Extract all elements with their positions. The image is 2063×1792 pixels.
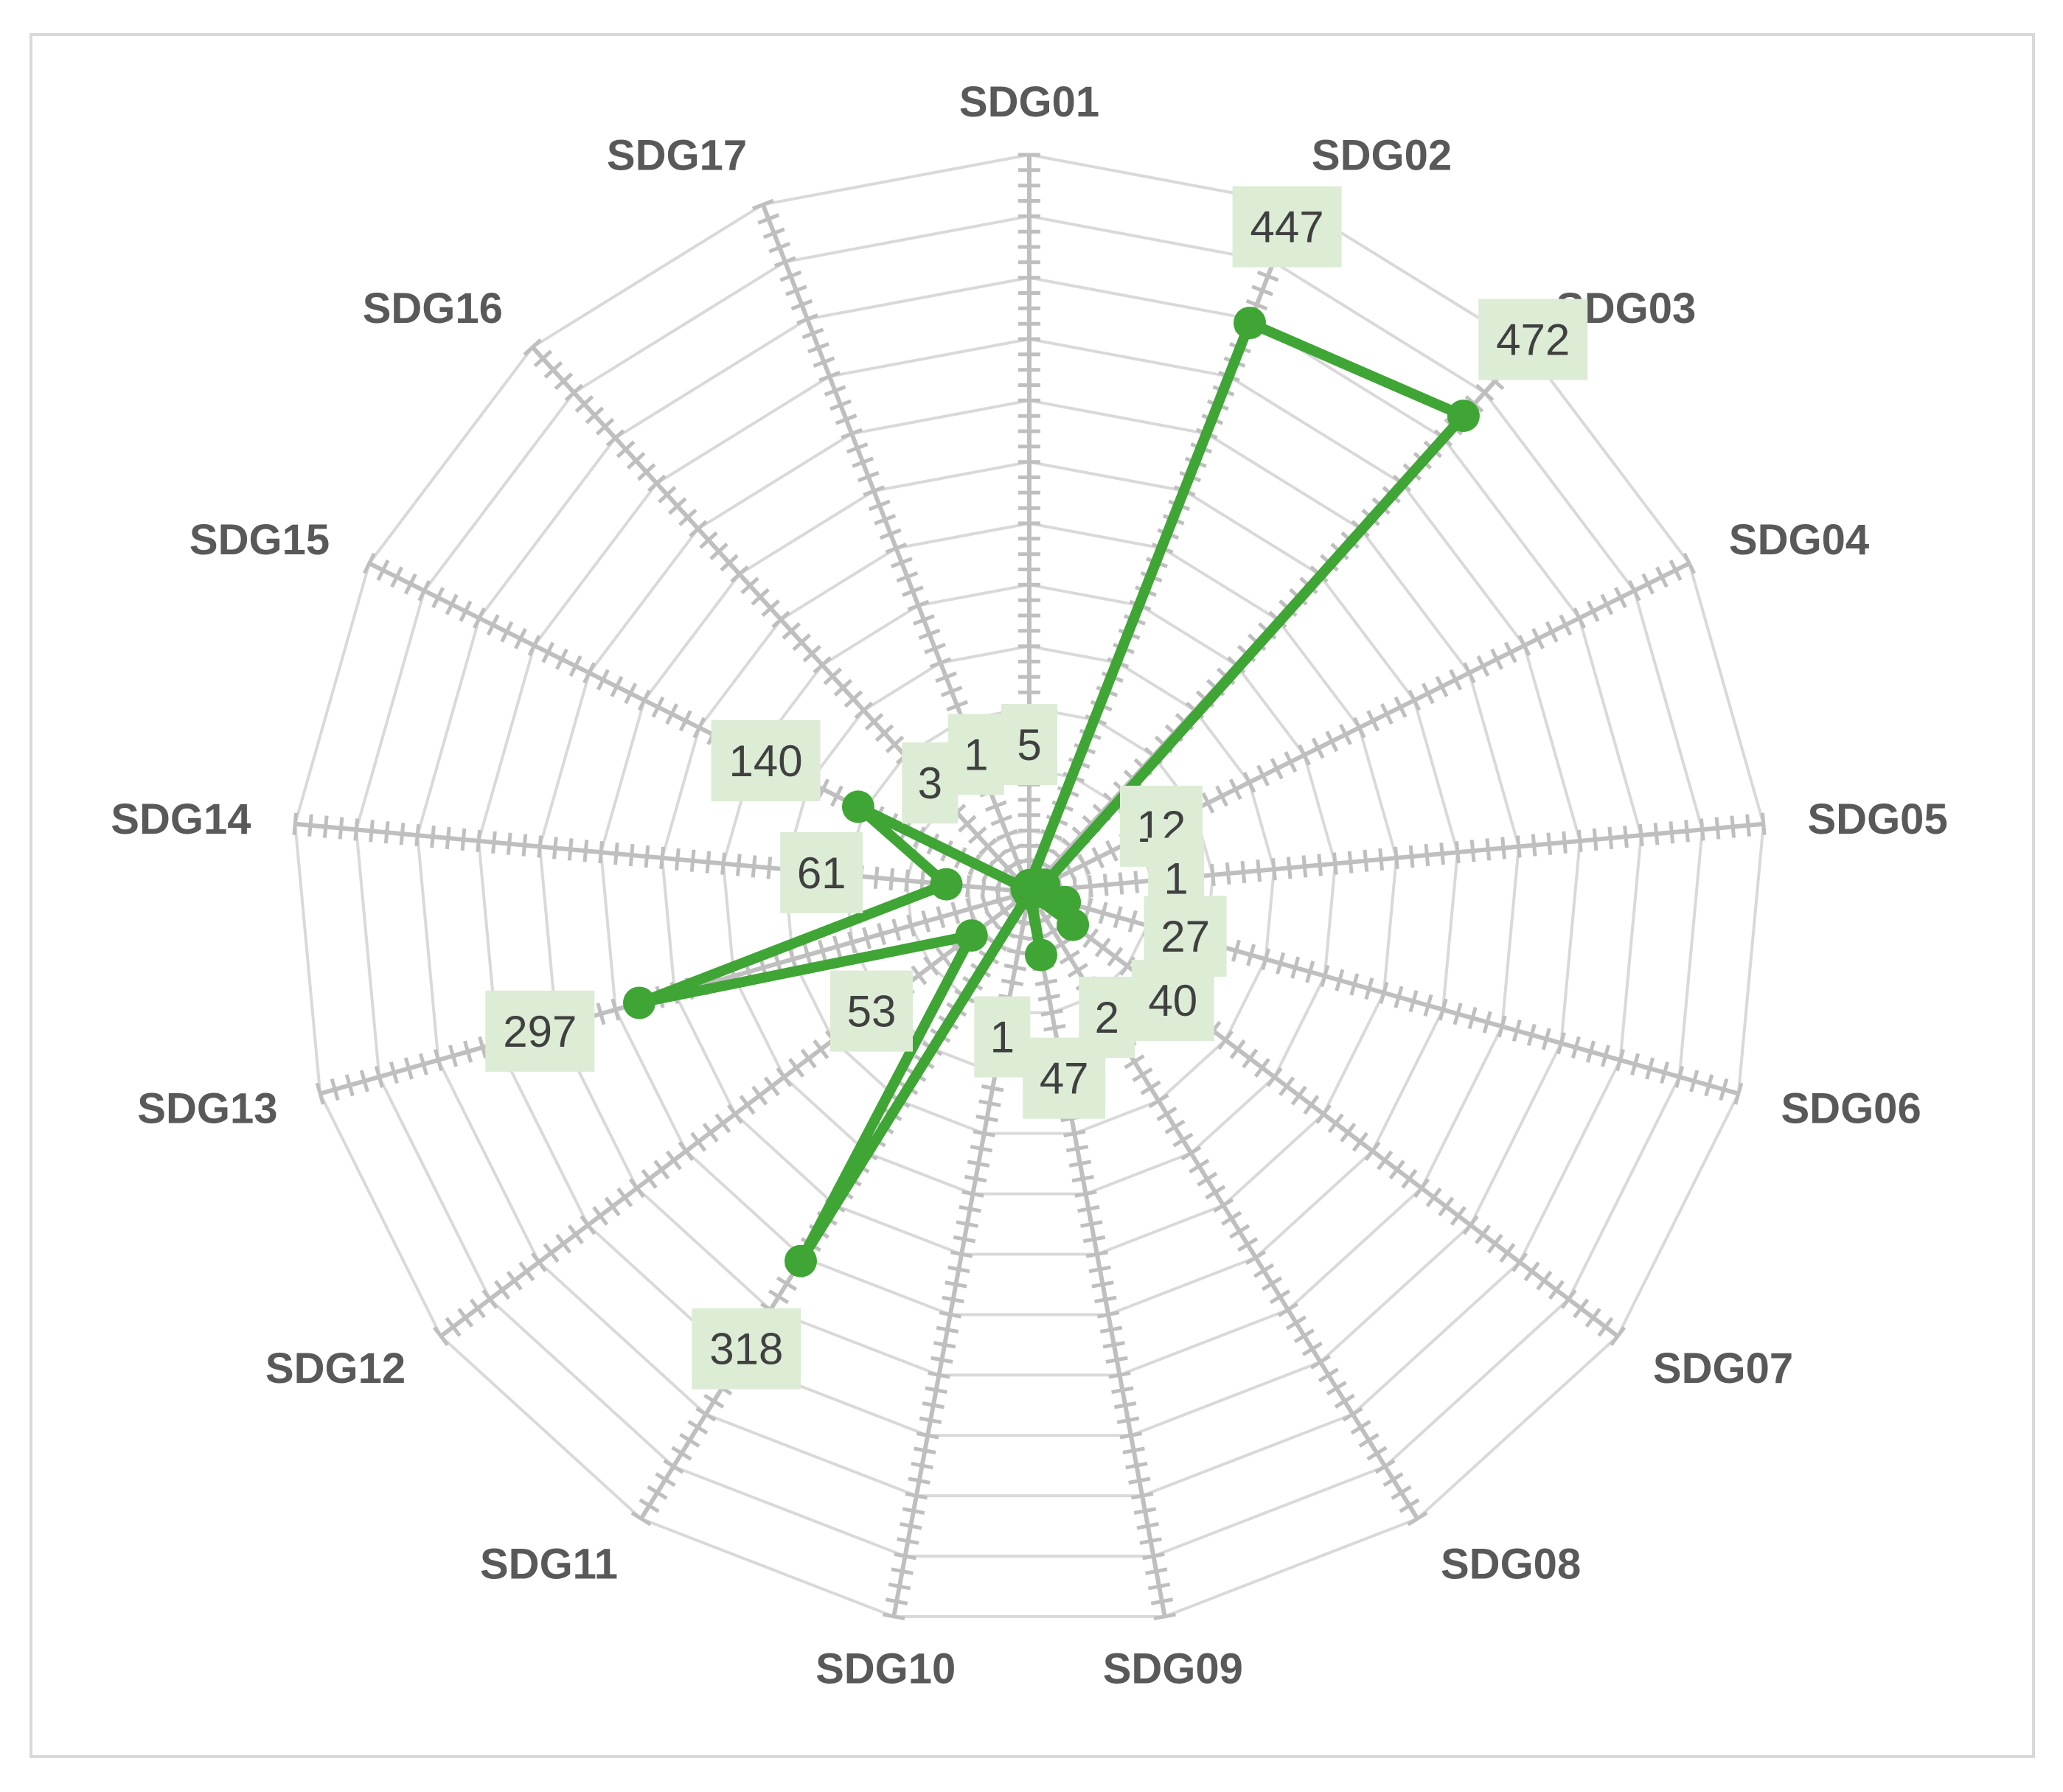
axis-labels: SDG01SDG02SDG03SDG04SDG05SDG06SDG07SDG08…: [111, 78, 1947, 1693]
axis-label-sdg07: SDG07: [1653, 1345, 1793, 1392]
data-label-box: [1478, 299, 1588, 380]
data-label-sdg08: 2: [1095, 993, 1119, 1042]
axis-label-sdg10: SDG10: [815, 1645, 956, 1693]
data-label-box: [780, 831, 863, 913]
axis-label-sdg15: SDG15: [189, 516, 330, 564]
data-label-sdg13: 297: [503, 1007, 577, 1056]
axis-label-sdg12: SDG12: [265, 1345, 406, 1392]
data-label-box: [974, 996, 1031, 1078]
data-label-sdg10: 1: [990, 1013, 1015, 1062]
data-point-sdg03: [1447, 400, 1480, 433]
data-label-sdg16: 3: [918, 759, 942, 808]
axis-label-sdg16: SDG16: [363, 285, 503, 332]
data-label-sdg02: 447: [1250, 203, 1324, 252]
data-label-box: [692, 1308, 801, 1390]
data-label-box: [1232, 186, 1342, 268]
series: [623, 307, 1480, 1277]
data-point-sdg12: [955, 919, 988, 952]
axis-label-sdg04: SDG04: [1729, 516, 1869, 564]
data-label-sdg06: 27: [1161, 912, 1210, 961]
data-point-sdg02: [1234, 307, 1266, 340]
data-label-sdg11: 318: [709, 1325, 783, 1374]
data-label-sdg01: 5: [1017, 720, 1041, 770]
data-label-sdg12: 53: [847, 987, 897, 1036]
grid-ring: [416, 276, 1643, 1498]
data-label-sdg15: 140: [729, 736, 803, 786]
data-label-sdg09: 47: [1040, 1054, 1089, 1104]
data-point-sdg09: [1025, 938, 1057, 972]
grid-ring: [355, 215, 1704, 1558]
data-point-sdg14: [930, 868, 963, 901]
data-label-sdg07: 40: [1148, 976, 1197, 1025]
data-label-box: [947, 714, 1004, 795]
axis-label-sdg11: SDG11: [480, 1540, 618, 1588]
series-line: [634, 318, 1469, 1266]
data-label-box: [711, 720, 821, 801]
data-point-sdg15: [841, 790, 874, 823]
grid-ring: [293, 153, 1765, 1618]
axis-label-sdg13: SDG13: [137, 1084, 277, 1132]
axis-label-sdg09: SDG09: [1103, 1645, 1243, 1693]
axis-label-sdg01: SDG01: [959, 78, 1099, 126]
grid-ring: [661, 521, 1398, 1256]
data-label-sdg05: 1: [1163, 854, 1188, 904]
data-label-box: [830, 970, 913, 1052]
data-label-box: [485, 990, 595, 1072]
data-label-box: [1023, 1037, 1106, 1119]
data-label-sdg14: 61: [797, 848, 846, 898]
data-point-sdg11: [785, 1244, 817, 1277]
axis-label-sdg06: SDG06: [1781, 1084, 1921, 1132]
grid-ring: [477, 337, 1582, 1437]
grid-ring: [538, 399, 1520, 1377]
axis-label-sdg05: SDG05: [1808, 795, 1948, 843]
axis-label-sdg02: SDG02: [1312, 131, 1452, 179]
grid-ring: [599, 460, 1459, 1317]
data-point-sdg13: [623, 986, 655, 1019]
data-label-box: [1131, 960, 1214, 1042]
data-point-sdg07: [1057, 908, 1090, 941]
axis-label-sdg08: SDG08: [1441, 1540, 1581, 1588]
data-label-sdg17: 1: [964, 731, 988, 780]
axis-label-sdg17: SDG17: [607, 131, 747, 179]
axis-label-sdg14: SDG14: [111, 795, 251, 843]
data-label-sdg03: 472: [1496, 315, 1570, 365]
data-point-sdg17: [1012, 874, 1046, 907]
data-label-box: [1001, 704, 1057, 785]
